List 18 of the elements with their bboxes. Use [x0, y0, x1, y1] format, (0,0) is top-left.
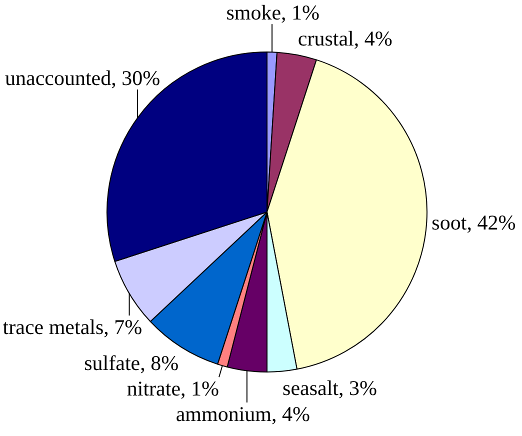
- data-label: , 42%: [466, 210, 516, 234]
- data-label: , 1%: [281, 0, 320, 25]
- data-label: , 3%: [338, 376, 377, 400]
- slice-label: seasalt: [282, 376, 339, 400]
- slice-label: soot: [432, 210, 467, 234]
- slice-label: sulfate: [84, 350, 140, 375]
- data-label: , 4%: [272, 402, 310, 426]
- data-label: , 4%: [354, 26, 392, 50]
- data-label: , 7%: [104, 315, 142, 340]
- slice-label: crustal: [298, 26, 354, 50]
- slice-label: nitrate: [126, 376, 181, 401]
- data-label: , 30%: [111, 66, 160, 90]
- slice-label: unaccounted: [4, 66, 112, 90]
- data-label: , 8%: [140, 350, 179, 375]
- slice-label: trace metals: [2, 315, 104, 340]
- data-label: , 1%: [180, 376, 220, 401]
- slice-label: ammonium: [176, 402, 272, 426]
- slice-label: smoke: [226, 0, 282, 25]
